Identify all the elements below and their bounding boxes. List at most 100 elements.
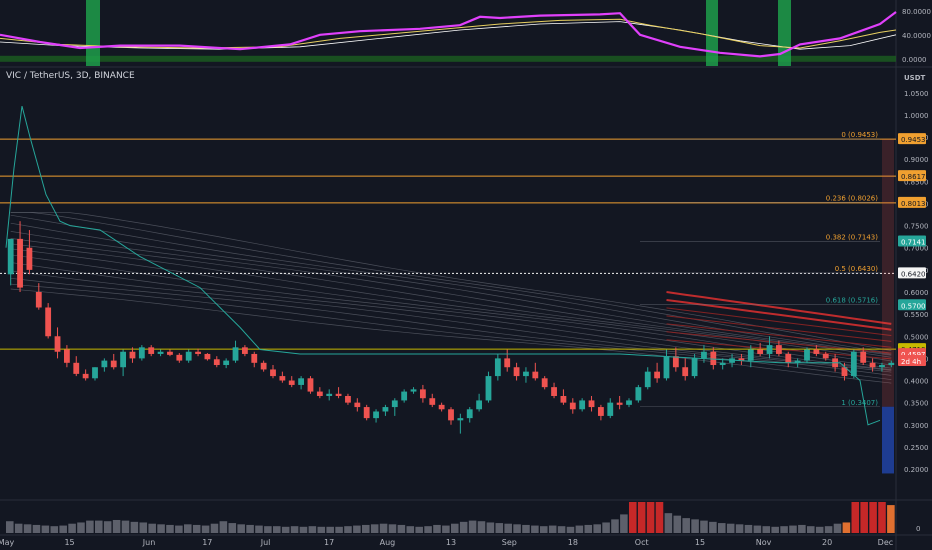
candle-body xyxy=(588,400,595,408)
candle-body xyxy=(73,362,80,374)
volume-bar xyxy=(379,523,388,533)
volume-bar xyxy=(593,524,601,533)
volume-bar xyxy=(495,523,504,533)
candle-body xyxy=(888,362,895,366)
price-tick-label: 0.2500 xyxy=(904,444,929,452)
price-tag-label: 0.5700 xyxy=(901,302,926,310)
time-tick-label: 18 xyxy=(568,538,578,547)
time-tick-label: 15 xyxy=(695,538,705,547)
volume-bar xyxy=(486,522,495,533)
candle-body xyxy=(345,396,351,403)
volume-bar xyxy=(77,522,85,533)
candle-body xyxy=(129,351,136,359)
candle-body xyxy=(391,400,398,408)
candle-body xyxy=(579,400,586,410)
indicator-signal-zone xyxy=(778,0,791,66)
candle-body xyxy=(148,347,155,354)
candle-body xyxy=(241,347,248,354)
candle-body xyxy=(635,387,642,401)
candle-body xyxy=(92,367,98,379)
ma-ribbon-line xyxy=(10,288,892,384)
volume-bar xyxy=(237,524,245,533)
volume-bar xyxy=(833,523,842,533)
candle-body xyxy=(532,371,539,379)
indicator-line-magenta xyxy=(0,11,897,58)
volume-bar xyxy=(335,526,343,533)
fib-level-label: 0.5 (0.6430) xyxy=(835,265,879,273)
price-tag-label: 0.8013 xyxy=(901,200,926,208)
candle-body xyxy=(513,367,520,377)
candle-body xyxy=(176,354,183,361)
volume-bar xyxy=(228,523,237,533)
candle-body xyxy=(494,358,501,377)
volume-bar xyxy=(548,525,557,533)
candle-body xyxy=(101,360,108,368)
candle-body xyxy=(775,345,782,354)
candle-body xyxy=(138,347,145,359)
indicator-tick-label: 80.0000 xyxy=(902,8,931,16)
candle-body xyxy=(644,371,651,388)
candle-body xyxy=(551,387,557,396)
volume-bar xyxy=(388,524,397,533)
candle-body xyxy=(17,238,23,288)
volume-bar xyxy=(397,524,406,533)
volume-bar xyxy=(95,520,103,533)
candle-body xyxy=(597,407,604,416)
candle-body xyxy=(476,400,483,410)
time-tick-label: 13 xyxy=(446,538,456,547)
ma-ribbon-line xyxy=(10,222,892,356)
volume-bar xyxy=(219,521,228,533)
volume-bar xyxy=(273,526,281,533)
candle-body xyxy=(719,362,726,366)
volume-bar xyxy=(192,524,201,533)
price-tag xyxy=(898,267,926,279)
volume-bar xyxy=(281,526,290,533)
price-tag-label: 0.9453 xyxy=(901,136,926,144)
volume-bar xyxy=(771,526,779,533)
volume-bar xyxy=(415,526,423,533)
volume-bar xyxy=(620,514,628,533)
volume-bar xyxy=(451,523,459,533)
volume-bar xyxy=(584,524,593,533)
currency-label: USDT xyxy=(904,74,926,82)
time-tick-label: Nov xyxy=(756,538,772,547)
candle-body xyxy=(185,351,192,361)
price-tick-label: 0.3000 xyxy=(904,422,929,430)
price-tick-label: 0.8500 xyxy=(904,178,929,186)
candle-body xyxy=(841,367,848,377)
volume-bar xyxy=(602,522,610,533)
fib-range-shade xyxy=(882,406,894,474)
time-tick-label: Dec xyxy=(878,538,893,547)
volume-bar xyxy=(406,526,415,533)
time-tick-label: Jun xyxy=(142,538,156,547)
candle-body xyxy=(45,307,52,337)
volume-bar xyxy=(139,522,148,533)
volume-bar xyxy=(353,525,361,533)
candle-body xyxy=(616,402,623,405)
ma-ribbon-line xyxy=(10,214,892,355)
ma-ribbon-red xyxy=(666,291,892,325)
fib-level-label: 0.618 (0.5716) xyxy=(826,297,878,305)
volume-bar xyxy=(735,524,744,533)
candle-body xyxy=(523,371,529,377)
time-tick-label: 17 xyxy=(202,538,212,547)
volume-bar xyxy=(50,526,59,533)
volume-bar xyxy=(531,525,539,533)
volume-bar xyxy=(130,521,139,533)
candle-body xyxy=(485,376,492,401)
candle-body xyxy=(26,247,33,270)
candle-body xyxy=(626,400,632,405)
volume-bar xyxy=(362,524,370,533)
candle-body xyxy=(569,402,576,410)
time-tick-label: May xyxy=(0,538,15,547)
volume-bar xyxy=(468,520,477,533)
candle-body xyxy=(382,407,389,412)
price-tag xyxy=(898,133,926,145)
volume-bar xyxy=(566,526,575,533)
candle-body xyxy=(438,404,445,410)
price-tick-label: 0.9000 xyxy=(904,156,929,164)
volume-bar xyxy=(424,526,432,533)
volume-bar xyxy=(709,521,717,533)
time-tick-label: Jul xyxy=(260,538,271,547)
